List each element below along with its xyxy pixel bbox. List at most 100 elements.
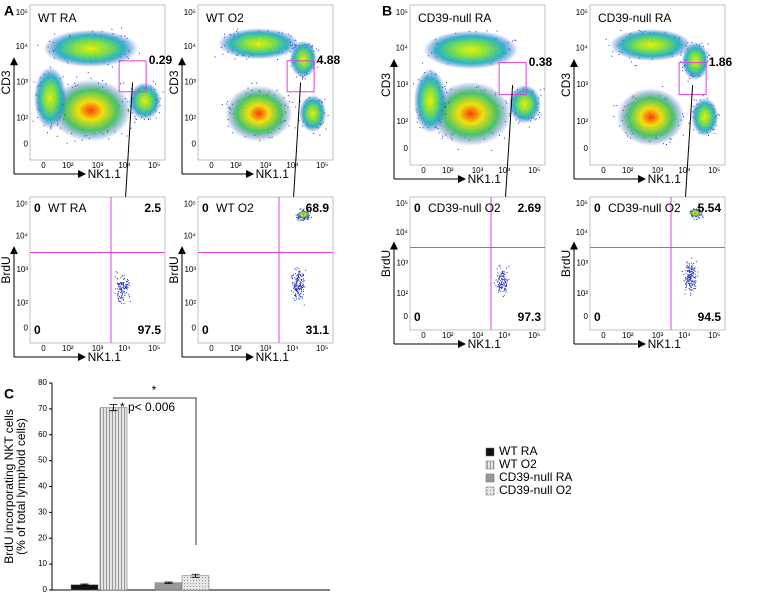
x-tick-label: 10³ xyxy=(652,331,664,340)
event-dot xyxy=(412,83,414,85)
event-dot xyxy=(121,275,123,277)
event-dot xyxy=(296,290,298,292)
event-dot xyxy=(232,132,234,134)
event-dot xyxy=(298,292,300,294)
y-tick-label: 10³ xyxy=(576,80,588,89)
event-dot xyxy=(309,212,311,214)
event-dot xyxy=(122,299,124,301)
event-dot xyxy=(297,293,299,295)
event-dot xyxy=(121,283,123,285)
event-dot xyxy=(693,288,695,290)
event-dot xyxy=(498,277,500,279)
event-dot xyxy=(318,49,320,51)
quadrant-value: 0 xyxy=(34,201,41,215)
event-dot xyxy=(289,51,291,53)
event-dot xyxy=(123,282,125,284)
event-dot xyxy=(294,294,296,296)
event-dot xyxy=(292,291,294,293)
event-dot xyxy=(121,288,123,290)
event-dot xyxy=(509,115,511,117)
event-dot xyxy=(608,44,610,46)
x-tick-label: 10³ xyxy=(652,166,664,175)
event-dot xyxy=(296,282,298,284)
error-bar xyxy=(164,581,173,584)
event-dot xyxy=(297,217,299,219)
event-dot xyxy=(688,264,690,266)
y-axis-label: CD3 xyxy=(0,70,13,94)
event-dot xyxy=(498,289,500,291)
y-axis-label: (% of total lymphoid cells) xyxy=(14,418,28,555)
event-dot xyxy=(497,275,499,277)
legend-label: WT O2 xyxy=(499,457,537,471)
event-dot xyxy=(699,209,701,211)
event-dot xyxy=(685,270,687,272)
event-dot xyxy=(690,280,692,282)
event-dot xyxy=(687,275,689,277)
gate-value: 0.29 xyxy=(149,53,173,67)
y-tick-label: 10⁴ xyxy=(16,42,29,51)
y-axis-label: BrdU xyxy=(559,250,573,277)
event-dot xyxy=(504,289,506,291)
event-dot xyxy=(687,274,689,276)
event-dot xyxy=(496,30,498,32)
quadrant-value: 97.5 xyxy=(138,323,162,337)
y-axis-label: CD3 xyxy=(559,73,573,97)
gate-value: 0.38 xyxy=(529,55,553,69)
bar xyxy=(181,575,210,591)
x-tick-label: 10² xyxy=(62,161,74,170)
event-dot xyxy=(662,86,664,88)
event-dot xyxy=(695,216,697,218)
flow-plot: CD39-null O20 2.690 97.30010²10²10³10³10⁴1… xyxy=(379,196,546,351)
event-dot xyxy=(504,273,506,275)
event-dot xyxy=(127,109,129,111)
event-dot xyxy=(506,102,508,104)
event-dot xyxy=(693,269,695,271)
x-tick-label: 10⁵ xyxy=(316,161,328,170)
event-dot xyxy=(299,284,301,286)
event-dot xyxy=(300,285,302,287)
event-dot xyxy=(288,125,290,127)
event-dot xyxy=(690,275,692,277)
x-tick-label: 0 xyxy=(41,161,46,170)
event-dot xyxy=(117,283,119,285)
event-dot xyxy=(682,66,684,68)
event-dot xyxy=(295,106,297,108)
event-dot xyxy=(299,209,301,211)
event-dot xyxy=(694,267,696,269)
event-dot xyxy=(121,289,123,291)
event-dot xyxy=(701,214,703,216)
event-dot xyxy=(130,127,132,129)
density xyxy=(414,69,447,133)
event-dot xyxy=(117,296,119,298)
x-tick-label: 10⁴ xyxy=(286,161,299,170)
event-dot xyxy=(505,287,507,289)
event-dot xyxy=(686,264,688,266)
event-dot xyxy=(690,282,692,284)
event-dot xyxy=(121,284,123,286)
event-dot xyxy=(683,280,685,282)
event-dot xyxy=(692,273,694,275)
panel-label: A xyxy=(4,3,14,19)
gate xyxy=(286,60,315,93)
y-tick-label: 10² xyxy=(396,117,408,126)
gate xyxy=(118,60,147,93)
panel-label: C xyxy=(4,386,14,402)
flow-plot: WT RA0 2.50 97.50010²10²10³10³10⁴10⁴10⁵10⁵… xyxy=(0,196,166,364)
event-dot xyxy=(505,281,507,283)
event-dot xyxy=(691,286,693,288)
event-dot xyxy=(699,217,701,219)
x-tick-label: 10⁴ xyxy=(498,166,511,175)
event-dot xyxy=(499,290,501,292)
event-dot xyxy=(117,272,119,274)
plot-frame xyxy=(409,196,546,331)
y-axis-label: CD3 xyxy=(379,73,393,97)
event-dot xyxy=(717,113,719,115)
event-dot xyxy=(499,264,501,266)
event-dot xyxy=(686,278,688,280)
event-dot xyxy=(500,273,502,275)
density xyxy=(218,28,300,60)
event-dot xyxy=(518,122,520,124)
event-dot xyxy=(508,278,510,280)
event-dot xyxy=(689,270,691,272)
event-dot xyxy=(130,88,132,90)
